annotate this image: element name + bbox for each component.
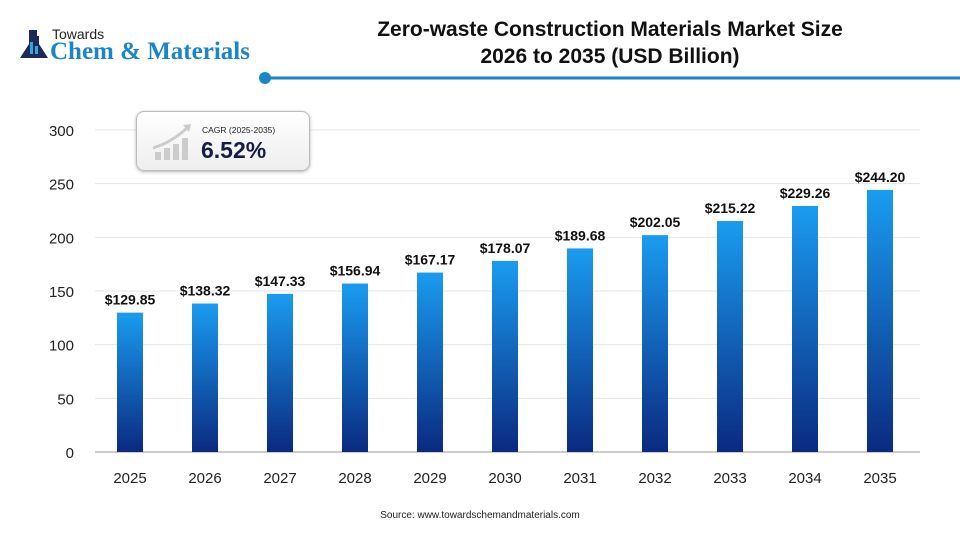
bar xyxy=(192,303,218,452)
data-label: $202.05 xyxy=(630,214,681,230)
data-label: $229.26 xyxy=(780,185,831,201)
cagr-value: 6.52% xyxy=(201,137,267,163)
y-tick-label: 250 xyxy=(49,177,74,194)
y-tick-label: 200 xyxy=(49,230,74,247)
bar xyxy=(492,260,518,452)
title-line1: Zero-waste Construction Materials Market… xyxy=(377,18,843,41)
bar xyxy=(417,272,443,452)
bar xyxy=(117,312,143,452)
data-label: $189.68 xyxy=(555,227,606,243)
y-tick-label: 150 xyxy=(49,284,74,301)
cagr-box: CAGR (2025-2035) 6.52% xyxy=(136,111,310,171)
x-tick-label: 2031 xyxy=(563,470,596,487)
x-tick-label: 2033 xyxy=(713,470,746,487)
data-label: $156.94 xyxy=(330,263,381,279)
bar xyxy=(567,248,593,452)
data-label: $244.20 xyxy=(855,169,906,185)
bar xyxy=(267,293,293,452)
bar xyxy=(867,189,893,452)
logo-line1: Towards xyxy=(52,26,105,42)
data-label: $147.33 xyxy=(255,273,306,289)
y-tick-label: 50 xyxy=(57,391,74,408)
bar xyxy=(342,283,368,452)
y-tick-label: 0 xyxy=(66,445,74,462)
title-line2: 2026 to 2035 (USD Billion) xyxy=(480,45,740,68)
data-label: $167.17 xyxy=(405,252,456,268)
data-label: $129.85 xyxy=(105,292,156,308)
x-tick-label: 2026 xyxy=(188,470,221,487)
data-label: $178.07 xyxy=(480,240,531,256)
bar xyxy=(792,205,818,452)
data-label: $215.22 xyxy=(705,200,756,216)
bar xyxy=(717,220,743,452)
x-tick-label: 2032 xyxy=(638,470,671,487)
title-underline xyxy=(259,72,960,84)
x-tick-label: 2025 xyxy=(113,470,146,487)
x-tick-label: 2028 xyxy=(338,470,371,487)
bar xyxy=(642,235,668,452)
data-label: $138.32 xyxy=(180,283,231,299)
x-tick-label: 2035 xyxy=(863,470,896,487)
chart-title: Zero-waste Construction Materials Market… xyxy=(330,16,890,70)
logo-line2: Chem & Materials xyxy=(50,38,250,65)
x-tick-label: 2034 xyxy=(788,470,821,487)
x-tick-label: 2027 xyxy=(263,470,296,487)
flask-icon xyxy=(20,30,48,58)
x-tick-label: 2030 xyxy=(488,470,521,487)
cagr-label: CAGR (2025-2035) xyxy=(202,125,276,135)
y-tick-label: 100 xyxy=(49,338,74,355)
y-tick-label: 300 xyxy=(49,123,74,140)
x-tick-label: 2029 xyxy=(413,470,446,487)
source-note: Source: www.towardschemandmaterials.com xyxy=(380,510,580,521)
growth-chart-icon xyxy=(152,124,191,160)
